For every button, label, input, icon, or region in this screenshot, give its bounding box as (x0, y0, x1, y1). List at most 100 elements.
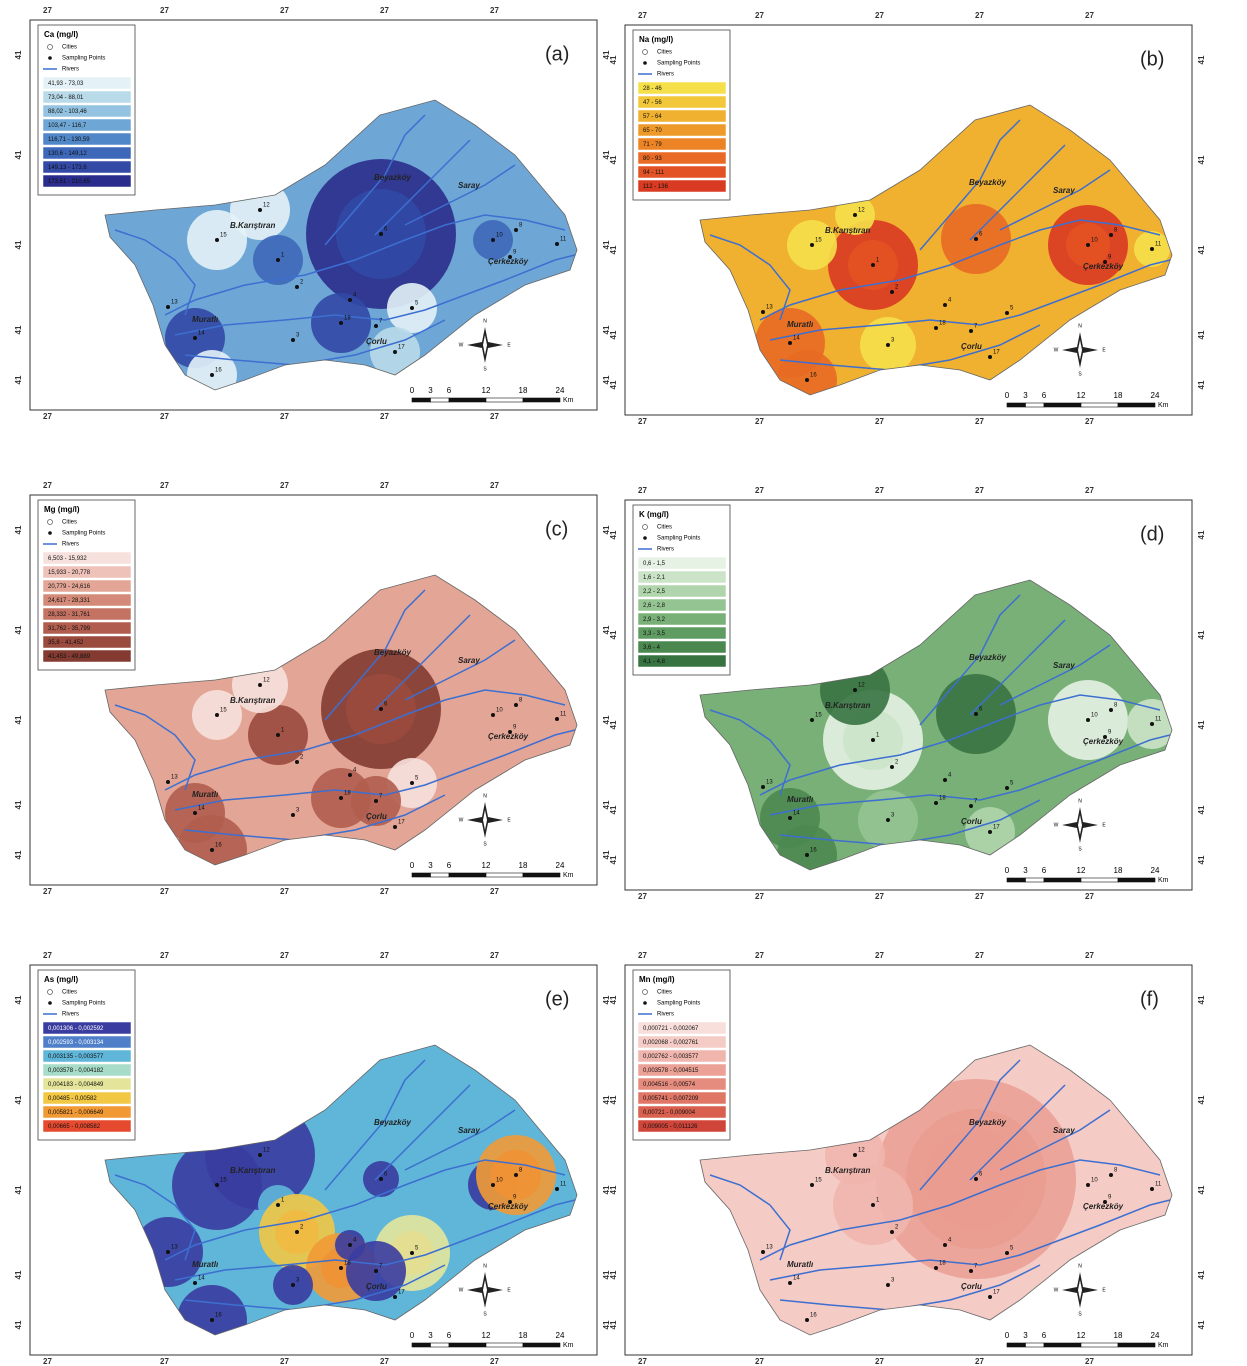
sampling-point (215, 713, 219, 717)
longitude-label: 27 (1085, 486, 1094, 495)
sampling-point-label: 10 (496, 233, 503, 239)
latitude-label: 41 (602, 525, 611, 534)
sampling-point-label: 18 (344, 316, 351, 322)
legend-entry: Cities (657, 525, 672, 531)
scale-segment (1080, 1342, 1119, 1348)
compass-star (483, 1280, 487, 1300)
latitude-label: 41 (602, 1095, 611, 1104)
scale-label: 0 (410, 386, 415, 395)
sampling-point (276, 733, 280, 737)
legend-class: 73,04 - 88,01 (48, 95, 84, 101)
longitude-label: 27 (490, 481, 499, 490)
river (969, 144, 1066, 241)
sampling-point-label: 3 (891, 338, 895, 344)
legend-swatch (42, 1077, 132, 1091)
sampling-point-label: 16 (810, 373, 817, 379)
legend-title: Na (mg/l) (639, 35, 674, 44)
study-area-outline (104, 99, 578, 391)
place-name: Çerkezköy (488, 257, 529, 266)
latitude-label: 41 (1197, 720, 1206, 729)
sampling-point-label: 2 (895, 285, 899, 291)
place-name: Muratlı (192, 790, 219, 799)
sampling-point-label: 5 (415, 776, 419, 782)
sampling-point (871, 1203, 875, 1207)
scale-label: 18 (519, 1331, 528, 1340)
legend-swatch (637, 1091, 727, 1105)
compass-letter: N (1078, 1263, 1082, 1269)
sampling-symbol (643, 1001, 647, 1005)
sampling-point-label: 3 (296, 1278, 300, 1284)
legend-class: 130,6 - 149,12 (48, 151, 87, 157)
sampling-point (1086, 1183, 1090, 1187)
sampling-point (491, 713, 495, 717)
legend-class: 71 - 79 (643, 142, 662, 148)
legend-swatch (637, 1021, 727, 1035)
sampling-point (491, 238, 495, 242)
sampling-point (1103, 260, 1107, 264)
latitude-label: 41 (602, 1320, 611, 1329)
legend-swatch (42, 90, 132, 104)
latitude-label: 41 (602, 325, 611, 334)
compass-letter: E (1102, 1287, 1106, 1293)
sampling-point (379, 1177, 383, 1181)
sampling-point (761, 1250, 765, 1254)
sampling-point (810, 718, 814, 722)
sampling-point-label: 14 (198, 1276, 205, 1282)
scale-segment (448, 397, 487, 403)
place-name: B.Karıştıran (825, 701, 870, 710)
longitude-label: 27 (280, 481, 289, 490)
legend-swatch (637, 1049, 727, 1063)
legend-swatch (42, 579, 132, 593)
scale-segment (522, 397, 561, 403)
latitude-label: 41 (14, 995, 23, 1004)
sampling-point (1150, 247, 1154, 251)
legend-class: 41,93 - 73,03 (48, 81, 84, 87)
sampling-point-label: 7 (379, 1264, 383, 1270)
sampling-point (988, 1295, 992, 1299)
city-symbol (642, 49, 648, 55)
sampling-point (258, 683, 262, 687)
sampling-point (974, 237, 978, 241)
longitude-label: 27 (280, 1357, 289, 1366)
sampling-point-label: 9 (513, 1195, 517, 1201)
sampling-point (348, 773, 352, 777)
legend-swatch (637, 165, 727, 179)
latitude-label: 41 (609, 805, 618, 814)
longitude-label: 27 (638, 1357, 647, 1366)
legend-class: 31,762 - 35,799 (48, 626, 91, 632)
scale-label: 24 (556, 861, 565, 870)
sampling-point-label: 17 (398, 820, 405, 826)
sampling-point (1150, 722, 1154, 726)
scale-label: 3 (1023, 391, 1028, 400)
sampling-point (210, 1318, 214, 1322)
legend-class: 0,00485 - 0,00582 (48, 1096, 97, 1102)
sampling-point-label: 7 (974, 1264, 978, 1270)
sampling-point-label: 12 (858, 683, 865, 689)
sampling-point (555, 242, 559, 246)
place-name: Saray (458, 656, 480, 665)
legend-swatch (637, 81, 727, 95)
legend-swatch (42, 551, 132, 565)
place-name: Muratlı (787, 320, 814, 329)
legend-entry: Sampling Points (62, 531, 105, 537)
legend-swatch (637, 598, 727, 612)
sampling-symbol (643, 536, 647, 540)
legend-entry: Rivers (657, 547, 674, 553)
scale-label: 6 (1042, 1331, 1047, 1340)
river (324, 589, 426, 721)
legend-swatch (637, 640, 727, 654)
legend: K (mg/l) Cities Sampling Points Rivers 0,6 -… (632, 504, 731, 676)
legend-swatch (42, 1063, 132, 1077)
sampling-point (295, 285, 299, 289)
legend-class: 65 - 70 (643, 128, 662, 134)
sampling-point-label: 11 (560, 1182, 567, 1188)
legend-entry: Cities (657, 50, 672, 56)
longitude-label: 27 (160, 1357, 169, 1366)
sampling-point-label: 18 (939, 321, 946, 327)
sampling-point (410, 781, 414, 785)
compass-letter: S (1078, 371, 1082, 377)
sampling-point-label: 15 (815, 713, 822, 719)
longitude-label: 27 (280, 951, 289, 960)
sampling-point-label: 1 (876, 1198, 880, 1204)
legend-swatch (42, 635, 132, 649)
